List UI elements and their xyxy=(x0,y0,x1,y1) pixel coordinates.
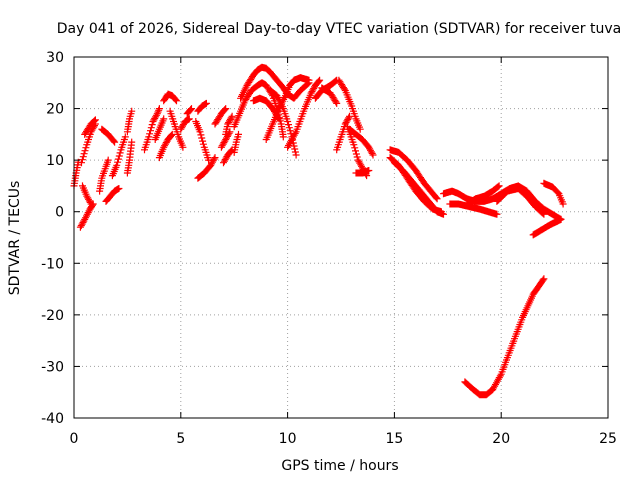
x-tick-label: 10 xyxy=(279,431,297,447)
data-series-track xyxy=(76,200,97,231)
data-series-track xyxy=(81,116,99,138)
data-series-track xyxy=(160,90,180,105)
plot-frame xyxy=(73,56,609,419)
y-tick-label: 20 xyxy=(46,102,64,118)
data-series-track xyxy=(98,125,119,146)
data-series-track xyxy=(102,185,123,205)
data-series-track xyxy=(155,130,176,162)
data-series-track xyxy=(333,112,353,154)
y-tick-label: -30 xyxy=(41,359,64,375)
x-tick-label: 5 xyxy=(176,431,185,447)
data-series-track xyxy=(346,125,377,159)
y-axis-label: SDTVAR / TECUs xyxy=(7,181,23,296)
data-series-track xyxy=(335,76,364,133)
data-series-track xyxy=(211,105,230,128)
data-series-track xyxy=(230,79,287,141)
x-tick-label: 0 xyxy=(70,431,79,447)
data-series-track xyxy=(166,107,187,151)
y-tick-label: -20 xyxy=(41,308,64,324)
data-series-track xyxy=(493,185,548,218)
data-series-track xyxy=(123,138,136,177)
chart-title: Day 041 of 2026, Sidereal Day-to-day VTE… xyxy=(57,21,621,37)
data-series-track xyxy=(194,99,210,115)
y-tick-label: -40 xyxy=(41,411,64,427)
data-series-track xyxy=(177,115,193,133)
data-series-track xyxy=(220,146,236,167)
data-series-track xyxy=(96,156,112,195)
x-tick-label: 15 xyxy=(385,431,403,447)
x-tick-label: 20 xyxy=(492,431,510,447)
data-series-track xyxy=(222,112,236,138)
data-series-track xyxy=(78,120,99,167)
data-series-track xyxy=(230,130,242,156)
data-series-track xyxy=(123,107,136,136)
y-tick-label: 0 xyxy=(55,205,64,221)
data-series-track xyxy=(284,76,324,151)
data-series-track xyxy=(463,182,503,208)
data-series-track xyxy=(461,275,548,399)
data-series-track xyxy=(352,167,373,177)
x-tick-label: 25 xyxy=(599,431,617,447)
grid xyxy=(74,57,608,418)
data-series-track xyxy=(108,133,129,180)
data-series-track xyxy=(446,200,501,218)
data-series-track xyxy=(183,105,195,118)
y-tick-label: 10 xyxy=(46,153,64,169)
data-points xyxy=(70,63,567,399)
data-series-track xyxy=(386,146,441,203)
data-series-track xyxy=(318,84,341,107)
data-series-track xyxy=(529,215,565,239)
data-series-track xyxy=(79,182,95,208)
data-series-track xyxy=(141,105,163,154)
data-series-track xyxy=(192,118,213,164)
data-series-track xyxy=(151,115,168,143)
axis-ticks: 0 5 10 15 20 25 30 20 10 0 -10 -20 -30 -40 xyxy=(41,50,617,447)
data-series-track xyxy=(194,154,219,182)
y-tick-label: -10 xyxy=(41,256,64,272)
data-series-track xyxy=(540,179,567,208)
data-series-track xyxy=(390,159,447,218)
y-tick-label: 30 xyxy=(46,50,64,66)
x-axis-label: GPS time / hours xyxy=(281,458,398,474)
